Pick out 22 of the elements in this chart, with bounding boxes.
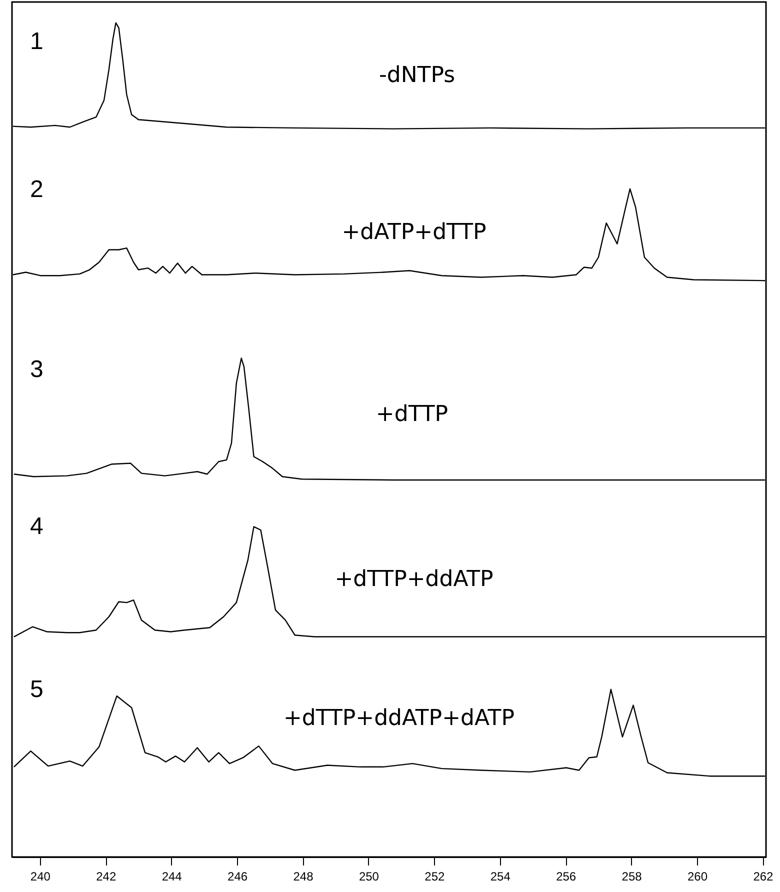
x-tick-label: 254 (490, 870, 511, 884)
x-tick-label: 262 (753, 870, 774, 884)
series-label: +dTTP+ddATP+dATP (283, 706, 515, 731)
x-tick-label: 250 (358, 870, 380, 884)
text: +dTTP (376, 402, 448, 427)
x-tick-label: 260 (687, 870, 708, 884)
x-tick-label: 244 (162, 870, 182, 884)
annotation: 3 (30, 356, 44, 383)
x-tick-label: 258 (622, 870, 642, 884)
x-tick-label: 246 (228, 870, 248, 884)
annotation: 1 (30, 28, 44, 55)
annotation: 4 (30, 513, 44, 540)
series-label: +dATP+dTTP (342, 220, 486, 245)
annotation: 2 (30, 176, 44, 203)
x-tick-label: 248 (293, 870, 314, 884)
series-label: -dNTPs (378, 63, 456, 88)
annotation: 5 (30, 676, 44, 703)
x-tick-label: 252 (424, 870, 446, 884)
text: +dTTP+ddATP (334, 567, 494, 592)
x-tick-label: 242 (96, 870, 116, 884)
x-tick-label: 256 (556, 870, 576, 884)
x-tick-label: 240 (30, 870, 51, 884)
